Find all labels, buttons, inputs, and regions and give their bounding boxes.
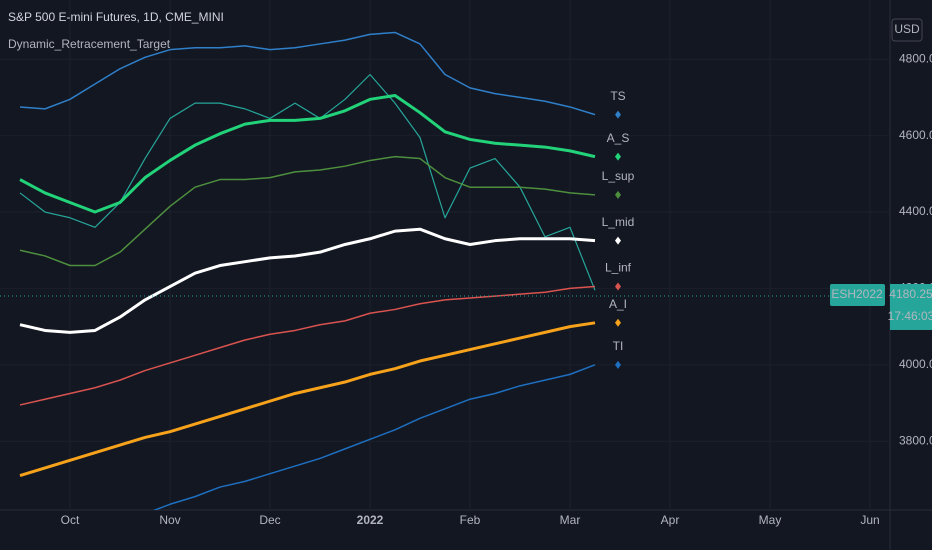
x-tick-label: Jun: [860, 513, 879, 527]
legend-diamond: [615, 190, 621, 199]
x-tick-label: Nov: [159, 513, 180, 527]
currency[interactable]: USD: [894, 22, 920, 36]
y-tick-label: 4800.00: [899, 51, 932, 65]
x-tick-label: Apr: [661, 513, 680, 527]
series-line: [19, 73, 596, 291]
series-line: [19, 155, 596, 267]
chart-title: S&P 500 E-mini Futures, 1D, CME_MINI: [8, 10, 224, 24]
legend-label: TI: [613, 339, 624, 353]
price-box: [890, 283, 932, 330]
legend-label: A_S: [607, 131, 630, 145]
x-tick-label: 2022: [357, 513, 384, 527]
x-tick-label: Feb: [460, 513, 481, 527]
legend-diamond: [615, 110, 621, 119]
legend-diamond: [615, 152, 621, 161]
y-tick-label: 4400.00: [899, 204, 932, 218]
x-tick-label: Oct: [61, 513, 80, 527]
legend-diamond: [615, 282, 621, 291]
symbol-label: ESH2022: [831, 287, 883, 301]
x-tick-label: Dec: [259, 513, 280, 527]
series-line: [19, 227, 596, 334]
indicator-name: Dynamic_Retracement_Target: [8, 37, 171, 51]
countdown: 17:46:03: [888, 309, 932, 323]
series-line: [19, 94, 596, 214]
legend-diamond: [615, 360, 621, 369]
series-line: [19, 321, 596, 478]
series-line: [19, 285, 596, 406]
legend-label: L_inf: [605, 261, 632, 275]
grid: [0, 0, 890, 510]
overlay: 3800.004000.004200.004400.004600.004800.…: [0, 51, 932, 527]
y-tick-label: 3800.00: [899, 433, 932, 447]
series-line: [19, 31, 596, 116]
last-price-label: 4180.25: [889, 287, 932, 301]
y-tick-label: 4000.00: [899, 357, 932, 371]
currency-box[interactable]: [891, 18, 923, 42]
x-tick-label: Mar: [560, 513, 581, 527]
y-tick-label: 4600.00: [899, 128, 932, 142]
legend-label: A_I: [609, 297, 627, 311]
legend-diamond: [615, 236, 621, 245]
legend-label: TS: [610, 89, 625, 103]
x-tick-label: May: [759, 513, 782, 527]
legend-label: L_mid: [602, 215, 635, 229]
legend-diamond: [615, 318, 621, 327]
symbol-box: [830, 283, 885, 306]
plot-area: [19, 31, 596, 510]
series-line: [152, 364, 596, 510]
legend-label: L_sup: [602, 169, 635, 183]
